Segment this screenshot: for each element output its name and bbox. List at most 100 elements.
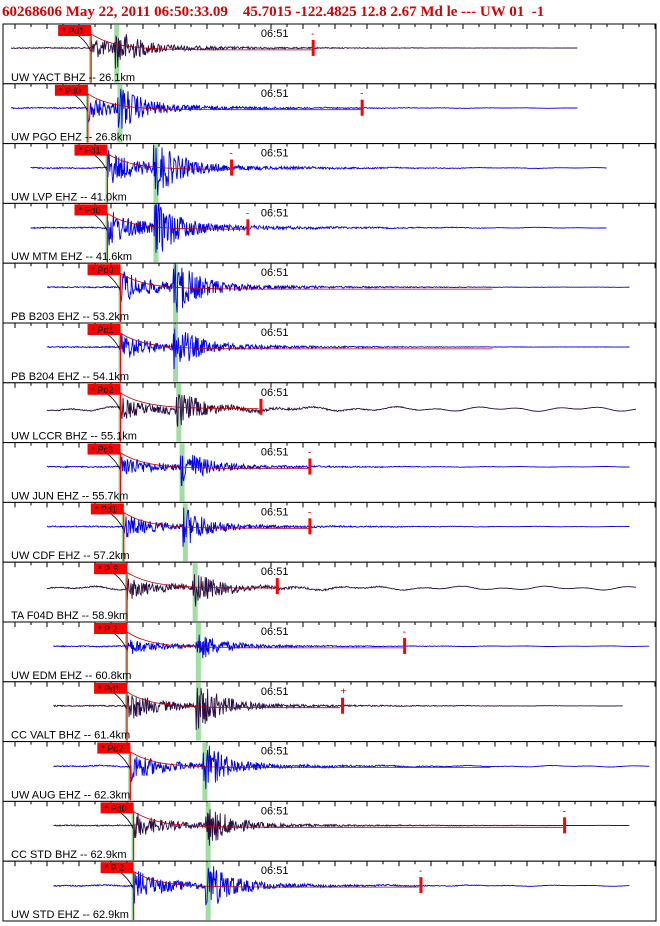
time-label: 06:51 [261,865,289,877]
waveform [10,88,578,129]
coda-mark: - [308,448,311,459]
coda-curve [120,272,493,290]
station-label: UW YACT BHZ -- 26.1km [11,72,135,84]
pick-box [87,383,121,395]
coda-end-marker [259,398,263,415]
pick-box [87,324,121,335]
coda-curve [133,870,419,888]
coda-end-marker [308,458,312,475]
pick-label: * Pd0 [105,803,127,813]
time-label: 06:51 [261,566,289,578]
pick-label: * P 2 [98,624,117,634]
station-label: UW PGO EHZ -- 26.8km [11,132,131,144]
time-label: 06:51 [261,626,289,638]
pick-box [94,563,128,575]
coda-end-marker [403,637,407,654]
event-depth: 12.8 [360,4,387,20]
time-label: 06:51 [261,28,289,40]
trace-panel: * Pd0 - 06:51 UW MTM EHZ -- 41.6km [2,202,657,264]
station-label: PB B203 EHZ -- 53.2km [11,311,129,323]
coda-end-marker [275,578,279,595]
trace-panel: * Pd0 - 06:51 CC STD BHZ -- 62.9km [2,800,657,862]
pick-box [100,862,134,874]
time-label: 06:51 [261,387,289,399]
coda-mark: - [311,29,314,40]
event-type: le [446,4,458,20]
time-label: 06:51 [261,267,289,279]
time-label: 06:51 [261,686,289,698]
coda-mark: - [308,507,311,518]
pick-box [87,443,121,455]
pick-label: * Pd1 [98,684,120,694]
trace-panel: * Pd0 - 06:51 UW PGO EHZ -- 26.8km [2,83,657,145]
waveform [46,507,630,547]
pick-box [97,742,131,754]
pick-label: * P S [98,564,118,574]
theoretical-s-band [176,383,182,442]
trace-panel: * Pd1 +06:51 CC VALT BHZ -- 61.4km [2,681,657,743]
pick-label: * Pd0 [78,205,100,215]
trace-panel: * Pd2 06:51 UW AUG EHZ -- 62.3km [2,741,657,802]
time-label: 06:51 [261,207,289,219]
theoretical-s-band [195,682,201,741]
coda-end-marker [230,159,234,176]
pick-label: * P 2 [105,863,124,873]
pick-label: * Pd1 [78,146,100,156]
trace-panel: * Pc3 - 06:51 UW JUN EHZ -- 55.7km [2,442,657,503]
event-header: 60268606 May 22, 2011 06:50:33.09 45.701… [2,2,658,22]
pick-box [74,144,108,156]
event-version: 01 [509,4,525,20]
coda-end-marker [246,219,250,236]
station-label: PB B204 EHZ -- 54.1km [11,371,129,383]
coda-mark: - [246,208,249,219]
station-label: UW AUG EHZ -- 62.3km [11,789,130,801]
station-label: CC VALT BHZ -- 61.4km [11,730,130,742]
waveform [46,394,637,427]
waveform [53,866,630,906]
coda-curve [107,153,231,170]
pick-box [54,84,88,96]
trace-panel: * P 2 - 06:51 UW STD EHZ -- 62.9km [2,860,657,922]
coda-curve [126,571,278,589]
pick-label: * Pd1 [62,26,84,36]
coda-curve [120,452,310,469]
pick-box [74,204,108,216]
time-label: 06:51 [261,88,289,100]
pick-label: * Pd0 [92,265,114,275]
station-label: UW MTM EHZ -- 41.6km [11,251,132,263]
coda-curve [90,33,314,51]
theoretical-s-band [114,25,120,83]
event-datetime: May 22, 2011 06:50:33.09 [65,4,228,20]
station-label: UW STD EHZ -- 62.9km [11,909,129,921]
trace-panel: * Pd0 06:51 PB B203 EHZ -- 53.2km [2,262,657,324]
trace-panel: * Pd1 - 06:51 UW YACT BHZ -- 26.1km [2,23,657,85]
event-magnitude: 2.67 [390,4,417,20]
event-extra: -1 [531,4,545,20]
pick-box [90,503,124,515]
station-label: UW EDM EHZ -- 60.8km [11,670,131,682]
trace-panel: * Pd2 06:51 UW LCCR BHZ -- 55.1km [2,382,657,444]
pick-label: * Pd2 [101,744,123,754]
coda-end-marker [308,518,312,535]
station-label: UW JUN EHZ -- 55.7km [11,490,128,502]
trace-panel: * Pd1 - 06:51 UW CDF EHZ -- 57.2km [2,501,657,563]
time-label: 06:51 [261,327,289,339]
coda-mark: + [341,687,347,698]
coda-end-marker [360,99,364,116]
waveform [30,144,607,196]
pick-box [58,25,92,36]
panel-frame [2,143,657,204]
coda-curve [126,631,404,649]
waveform [30,203,607,253]
coda-mark: - [419,866,422,877]
waveform [53,634,650,659]
waveform [46,454,630,487]
coda-end-marker [341,697,345,714]
waveform [53,687,623,731]
coda-end-marker [311,39,315,56]
station-label: TA F04D BHZ -- 58.9km [11,610,128,622]
theoretical-s-band [205,862,211,920]
coda-mark: - [563,806,566,817]
pick-box [100,802,134,814]
pick-label: * Pd1 [95,504,117,514]
